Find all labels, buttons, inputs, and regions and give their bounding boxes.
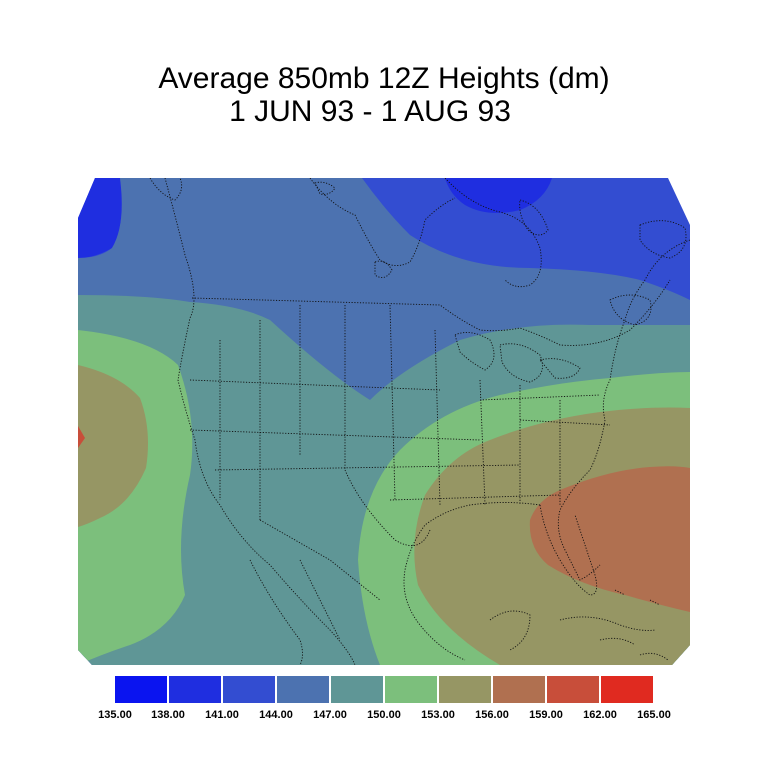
colorbar-swatch bbox=[493, 676, 545, 703]
colorbar bbox=[115, 676, 653, 703]
colorbar-tick-label: 159.00 bbox=[529, 709, 563, 721]
colorbar-swatch bbox=[277, 676, 329, 703]
colorbar-swatch bbox=[439, 676, 491, 703]
colorbar-tick-label: 144.00 bbox=[259, 709, 293, 721]
colorbar-swatch bbox=[169, 676, 221, 703]
colorbar-swatch bbox=[115, 676, 167, 703]
colorbar-tick-label: 147.00 bbox=[313, 709, 347, 721]
colorbar-tick-label: 150.00 bbox=[367, 709, 401, 721]
contour-138-141-hudson-bay bbox=[445, 178, 552, 214]
contour-156-159 bbox=[529, 466, 690, 612]
colorbar-tick-label: 141.00 bbox=[205, 709, 239, 721]
map-title: Average 850mb 12Z Heights (dm) bbox=[158, 62, 610, 95]
contour-138-141-northwest bbox=[78, 178, 122, 258]
colorbar-swatch bbox=[331, 676, 383, 703]
colorbar-swatch bbox=[547, 676, 599, 703]
height-contour-map bbox=[78, 178, 690, 665]
colorbar-tick-label: 156.00 bbox=[475, 709, 509, 721]
colorbar-swatch bbox=[385, 676, 437, 703]
coastlines-and-borders bbox=[149, 178, 690, 665]
colorbar-swatch bbox=[223, 676, 275, 703]
contour-153-156-west bbox=[78, 365, 148, 527]
colorbar-tick-label: 153.00 bbox=[421, 709, 455, 721]
colorbar-tick-label: 138.00 bbox=[151, 709, 185, 721]
colorbar-tick-label: 165.00 bbox=[637, 709, 671, 721]
map-subtitle-date-range: 1 JUN 93 - 1 AUG 93 bbox=[229, 95, 511, 128]
colorbar-swatch bbox=[601, 676, 653, 703]
colorbar-tick-label: 162.00 bbox=[583, 709, 617, 721]
colorbar-tick-label: 135.00 bbox=[98, 709, 132, 721]
contour-159-162 bbox=[78, 426, 85, 448]
